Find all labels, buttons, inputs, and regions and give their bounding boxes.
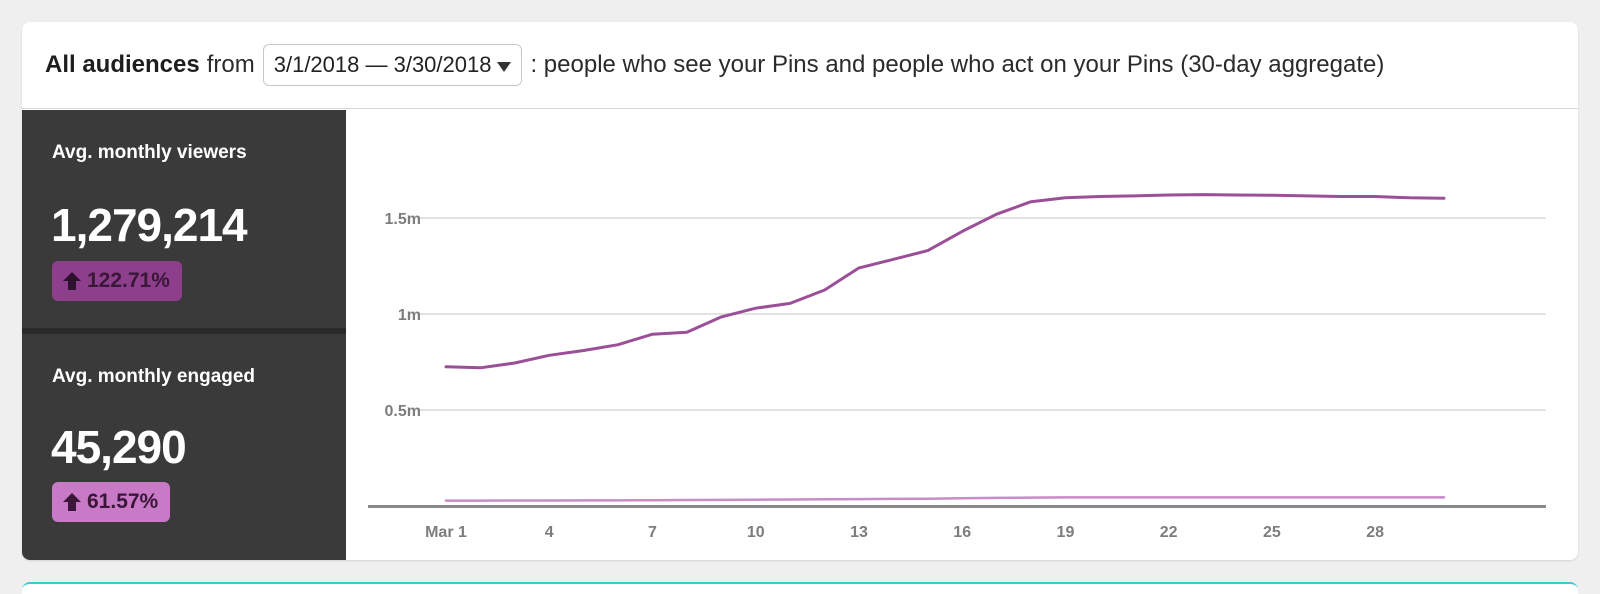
x-tick-label: 25: [1263, 524, 1281, 541]
metric-value: 1,279,214: [51, 199, 248, 251]
date-range-value: 3/1/2018 — 3/30/2018: [273, 52, 492, 77]
arrow-up-icon: [63, 272, 81, 290]
audience-card: All audiences from 3/1/2018 — 3/30/2018 …: [22, 22, 1578, 560]
change-badge: 122.71%: [52, 261, 182, 301]
metric-label: Avg. monthly engaged: [52, 366, 256, 387]
change-value: 122.71%: [87, 269, 170, 292]
x-tick-label: 28: [1366, 524, 1384, 541]
change-value: 61.57%: [87, 490, 159, 513]
metrics-divider: [22, 328, 346, 334]
x-tick-label: 22: [1160, 524, 1178, 541]
engaged-line: [444, 496, 1446, 502]
x-tick-label: 16: [953, 524, 971, 541]
card-header: All audiences from 3/1/2018 — 3/30/2018 …: [22, 22, 1578, 109]
x-tick-label: 7: [648, 524, 657, 541]
audience-line-chart: 0.5m 1m 1.5m Mar 1 4 7 10 13 16 19 22 25 28: [368, 193, 1546, 541]
caret-down-icon: [497, 61, 512, 72]
y-tick-label: 0.5m: [385, 403, 421, 420]
metrics-sidebar: Avg. monthly viewers 1,279,214 122.71% A…: [22, 110, 346, 560]
x-tick-label: Mar 1: [425, 524, 467, 541]
metric-engaged[interactable]: Avg. monthly engaged 45,290 61.57%: [22, 334, 346, 560]
x-tick-label: 4: [545, 524, 554, 541]
audience-title: All audiences: [45, 51, 200, 78]
x-tick-label: 19: [1057, 524, 1075, 541]
x-tick-label: 10: [747, 524, 765, 541]
x-tick-label: 13: [850, 524, 868, 541]
metric-value: 45,290: [51, 421, 187, 473]
metric-viewers[interactable]: Avg. monthly viewers 1,279,214 122.71%: [22, 110, 346, 328]
date-range-select[interactable]: 3/1/2018 — 3/30/2018: [262, 44, 523, 86]
viewers-line: [444, 193, 1446, 370]
y-tick-label: 1m: [398, 307, 421, 324]
from-label: from: [206, 51, 255, 78]
arrow-up-icon: [63, 493, 81, 511]
audience-description: : people who see your Pins and people wh…: [530, 51, 1385, 78]
next-card-edge: [22, 582, 1578, 594]
change-badge: 61.57%: [52, 482, 171, 522]
metric-label: Avg. monthly viewers: [52, 142, 247, 163]
y-tick-label: 1.5m: [385, 211, 421, 228]
